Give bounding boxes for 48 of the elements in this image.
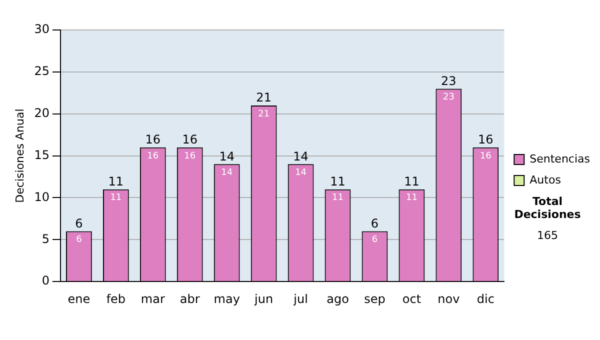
y-tick-label: 5 (42, 232, 50, 246)
legend-label: Autos (530, 173, 562, 186)
data-label: 6 (76, 235, 82, 246)
data-label: 11 (406, 193, 418, 204)
x-tick-label: sep (364, 292, 386, 306)
x-tick-label: abr (180, 292, 200, 306)
total-label: 16 (145, 132, 161, 147)
total-label: 11 (404, 174, 420, 188)
x-tick-label: may (214, 292, 240, 306)
x-tick-label: ago (326, 292, 349, 306)
y-tick-label: 30 (34, 22, 50, 36)
y-tick-label: 20 (34, 106, 50, 120)
total-label: 14 (293, 149, 308, 164)
data-label: 16 (480, 151, 492, 162)
y-tick-label: 15 (34, 148, 50, 162)
x-tick-label: ene (68, 292, 90, 306)
total-label: 16 (182, 132, 198, 147)
total-label: 23 (441, 74, 456, 88)
x-tick-label: dic (476, 292, 494, 306)
x-tick-label: feb (106, 292, 126, 306)
y-axis-title: Decisiones Anual (13, 108, 26, 203)
data-label: 21 (258, 109, 270, 120)
x-tick-label: jun (254, 292, 274, 306)
data-label: 11 (110, 193, 122, 204)
data-label: 11 (332, 193, 344, 204)
total-label: 14 (219, 149, 234, 164)
x-tick-label: nov (438, 292, 460, 306)
total-label: 6 (75, 216, 83, 230)
x-tick-label: jul (292, 292, 308, 306)
data-label: 6 (372, 235, 378, 246)
total-label: 11 (108, 174, 124, 188)
data-label: 14 (221, 168, 233, 178)
y-tick-label: 0 (42, 274, 50, 288)
x-tick-label: mar (140, 292, 165, 306)
total-label: 11 (330, 174, 346, 188)
text: 165 (536, 229, 559, 242)
total-label: 21 (256, 90, 272, 105)
total-label: 16 (478, 132, 494, 147)
data-label: 16 (184, 151, 196, 162)
x-tick-label: oct (402, 292, 422, 306)
text: Total Decisiones (513, 195, 582, 221)
data-label: 14 (295, 168, 307, 178)
legend-label: Sentencias (530, 152, 590, 166)
data-label: 23 (442, 92, 454, 103)
y-tick-label: 10 (34, 190, 50, 204)
total-label: 6 (370, 216, 379, 230)
y-tick-label: 25 (34, 64, 50, 78)
data-label: 16 (147, 151, 159, 162)
